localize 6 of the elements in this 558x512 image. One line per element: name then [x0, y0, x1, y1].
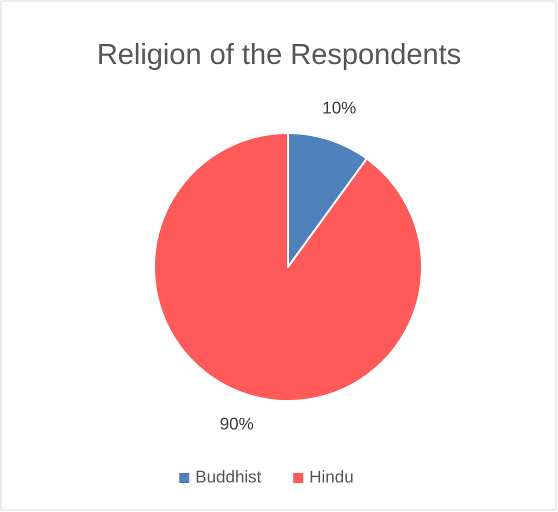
data-label: 90%	[220, 414, 254, 434]
chart-title: Religion of the Respondents	[96, 39, 462, 71]
pie-slice	[153, 132, 423, 402]
legend-label: Buddhist	[195, 467, 262, 486]
data-label: 10%	[322, 98, 356, 118]
legend-label: Hindu	[309, 467, 354, 486]
